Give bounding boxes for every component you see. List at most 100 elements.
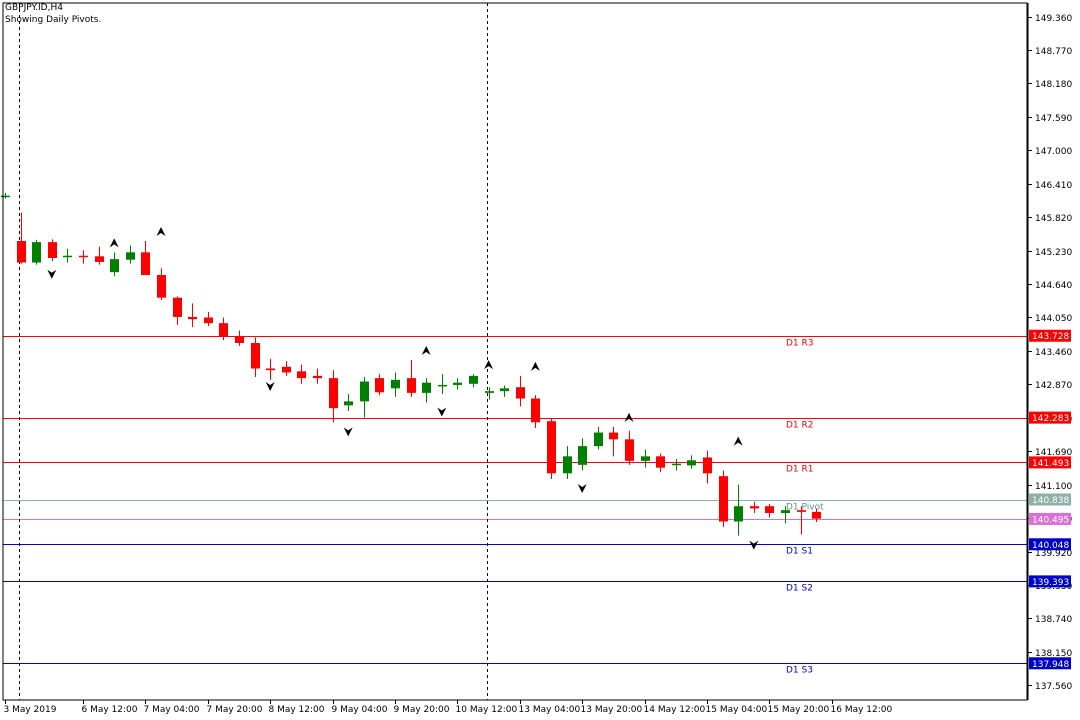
candle [687,455,696,469]
time-axis: 3 May 2019 6 May 12:00 7 May 04:00 7 May 20… [4,700,892,715]
candle-body [391,379,400,389]
candle [95,246,104,265]
fractal-down-marker [437,407,447,417]
candle [656,453,665,473]
candle [469,374,478,388]
candle [126,245,135,264]
time-tick-label: 15 May 04:00 [706,705,768,715]
candle-body [344,401,353,406]
candle [750,501,759,513]
candle [407,360,416,397]
fractal-up-marker [421,346,431,355]
price-tick-label: 147.590 [1035,114,1072,124]
time-tick-label: 9 May 20:00 [394,705,450,715]
candle [219,317,228,341]
candle-body [110,259,119,273]
fractal-down-marker [577,484,587,493]
badge-d1-s1: 140.048 [1032,541,1069,551]
price-axis: 149.360 148.770 148.180 147.590 147.000 146.4… [2,2,1072,701]
candle-body [329,378,338,409]
fractal-up-marker [530,361,540,371]
price-tick-label: 142.870 [1035,381,1072,391]
candle-body [672,463,681,466]
price-tick-label: 145.820 [1035,214,1072,224]
candle [781,506,790,524]
candle [235,330,244,346]
candle [547,417,556,479]
candle [282,361,291,376]
price-tick-label: 145.230 [1035,248,1072,258]
candle [17,212,26,264]
fractals [47,227,759,550]
candle [594,426,603,450]
badge-d1-pivot: 140.838 [1032,496,1069,506]
candle-body [750,506,759,509]
candle-body [609,432,618,440]
candle [204,311,213,326]
candle-body [360,381,369,402]
candle-body [500,388,509,392]
badge-d1-s2: 139.393 [1032,578,1069,588]
candle-body [563,456,572,474]
candle-body [79,255,88,258]
candle-body [469,375,478,384]
badge-d1-s2-bg [1029,575,1071,588]
candle-body [812,511,821,519]
badge-d1-r3: 143.728 [1032,332,1069,342]
badge-d1-pivot-bg [1029,493,1071,506]
candle-body [797,510,806,512]
candle [79,250,88,264]
time-tick-label: 7 May 20:00 [207,705,263,715]
candle-body [1,195,10,198]
candle-body [204,317,213,324]
candle [500,385,509,397]
fractal-down-marker [749,540,759,550]
badge-d1-s3: 137.948 [1032,660,1069,670]
candle [1,192,10,199]
price-tick-label: 138.150 [1035,649,1072,659]
candle [672,459,681,471]
pivot-label-d1-s2: D1 S2 [786,584,813,594]
candle [422,378,431,403]
price-tick-label: 149.360 [1035,14,1072,24]
candle-body [219,323,228,337]
fractal-down-marker [343,427,353,437]
badge-d1-s3-bg [1029,657,1071,670]
candle [344,394,353,411]
time-tick-label: 7 May 04:00 [144,705,200,715]
candle [157,268,166,300]
badge-current-price: 140.495 [1032,515,1069,525]
candle-body [781,510,790,513]
candle-body [173,297,182,317]
candle [173,296,182,325]
fractal-up-marker [109,238,119,248]
symbol-title: GBPJPY.ID,H4 [5,3,63,13]
price-tick-label: 141.690 [1035,448,1072,458]
price-tick-label: 138.740 [1035,615,1072,625]
time-tick-label: 14 May 12:00 [644,705,706,715]
candle [313,368,322,384]
pivot-label-d1-s1: D1 S1 [786,547,813,557]
candle-body [656,456,665,468]
pivot-label-d1-r1: D1 R1 [786,465,814,475]
candle-body [188,316,197,320]
candle-body [48,242,57,258]
badge-d1-r1: 141.493 [1032,459,1069,469]
candle-body [547,421,556,474]
candle [797,506,806,535]
candle-body [485,391,494,393]
candle [141,241,150,275]
candle-body [266,368,275,371]
candle-body [719,476,728,522]
fractal-down-marker [265,382,275,391]
candle [63,248,72,263]
candle-body [251,343,260,369]
candle [531,395,540,428]
candle [765,503,774,518]
candle [703,450,712,484]
candle [625,430,634,465]
pivot-label-d1-r3: D1 R3 [786,339,814,349]
candle-body [438,384,447,387]
candle [485,387,494,400]
